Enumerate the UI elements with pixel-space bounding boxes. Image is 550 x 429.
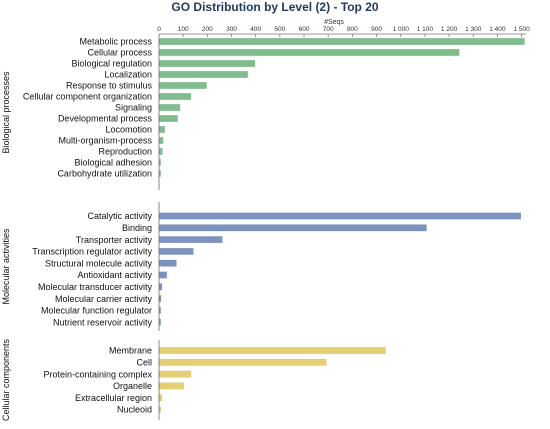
x-axis-label: #Seqs bbox=[324, 19, 344, 26]
bar bbox=[159, 382, 184, 390]
bar bbox=[159, 236, 223, 244]
category-label: Catalytic activity bbox=[87, 211, 152, 221]
x-tick-label: 600 bbox=[299, 26, 310, 33]
category-label: Locomotion bbox=[105, 125, 152, 135]
group-label: Molecular activities bbox=[1, 228, 11, 305]
category-label: Cellular component organization bbox=[23, 92, 152, 102]
category-label: Protein-containing complex bbox=[43, 369, 152, 379]
group-cellular-components: Cellular components Membrane CellProtein-c… bbox=[1, 338, 386, 421]
bar bbox=[159, 170, 161, 177]
category-label: Transporter activity bbox=[76, 235, 153, 245]
bar bbox=[159, 93, 192, 100]
category-label: Organelle bbox=[113, 381, 152, 391]
category-label: Molecular carrier activity bbox=[55, 294, 153, 304]
bar bbox=[159, 49, 460, 56]
bar bbox=[159, 38, 525, 45]
category-label: Response to stimulus bbox=[66, 81, 153, 91]
category-label: Extracellular region bbox=[75, 393, 152, 403]
x-tick-label: 700 bbox=[323, 26, 334, 33]
bar bbox=[159, 370, 192, 378]
x-tick-label: 1 200 bbox=[441, 26, 458, 33]
category-label: Metabolic process bbox=[79, 37, 152, 47]
bar bbox=[159, 137, 164, 144]
x-tick-label: 800 bbox=[347, 26, 358, 33]
x-tick-label: 100 bbox=[178, 26, 189, 33]
x-tick-label: 1 500 bbox=[513, 26, 530, 33]
category-label: Molecular transducer activity bbox=[38, 282, 153, 292]
bar bbox=[159, 347, 386, 354]
category-label: Transcription regulator activity bbox=[32, 247, 152, 257]
bar bbox=[159, 115, 178, 122]
x-tick-label: 400 bbox=[250, 26, 261, 33]
bar bbox=[159, 126, 166, 133]
category-label: Cellular process bbox=[87, 48, 152, 58]
category-label: Reproduction bbox=[98, 147, 152, 157]
bar bbox=[159, 212, 522, 220]
category-label: Molecular function regulator bbox=[41, 306, 152, 316]
category-label: Developmental process bbox=[58, 114, 153, 124]
x-tick-label: 500 bbox=[274, 26, 285, 33]
bar bbox=[159, 295, 162, 303]
bar bbox=[159, 148, 163, 155]
bar bbox=[159, 71, 248, 78]
bar bbox=[159, 82, 207, 89]
category-label: Membrane bbox=[109, 346, 152, 356]
category-label: Signaling bbox=[115, 103, 152, 113]
bar bbox=[159, 159, 161, 166]
category-label: Binding bbox=[122, 223, 152, 233]
group-molecular-activities: Molecular activities Catalytic activity Bi… bbox=[1, 202, 522, 331]
bar bbox=[159, 394, 163, 402]
x-tick-label: 300 bbox=[226, 26, 237, 33]
category-label: Biological adhesion bbox=[74, 158, 152, 168]
category-label: Multi-organism-process bbox=[58, 136, 152, 146]
category-label: Structural molecule activity bbox=[45, 258, 153, 268]
group-label: Biological processes bbox=[1, 71, 11, 154]
bar bbox=[159, 406, 161, 413]
category-label: Localization bbox=[104, 70, 152, 80]
x-tick-label: 900 bbox=[371, 26, 382, 33]
category-label: Nutrient reservoir activity bbox=[53, 317, 153, 327]
category-label: Carbohydrate utilization bbox=[57, 169, 152, 179]
bar bbox=[159, 259, 177, 267]
x-tick-label: 1 100 bbox=[417, 26, 434, 33]
bar bbox=[159, 60, 256, 67]
group-label: Cellular components bbox=[1, 338, 11, 421]
chart-title: GO Distribution by Level (2) - Top 20 bbox=[171, 0, 378, 14]
category-label: Nucleoid bbox=[117, 405, 152, 415]
bar bbox=[159, 318, 161, 326]
bar bbox=[159, 283, 163, 291]
bar bbox=[159, 247, 194, 255]
bar bbox=[159, 104, 181, 111]
bar bbox=[159, 306, 161, 314]
category-label: Cell bbox=[136, 358, 152, 368]
bar bbox=[159, 224, 427, 232]
bar bbox=[159, 271, 167, 279]
x-axis: 0 100 200 300 400 500 600 700 800 900 1 000 1 100 1 … bbox=[157, 26, 530, 37]
x-tick-label: 1 000 bbox=[393, 26, 410, 33]
x-tick-label: 0 bbox=[157, 26, 161, 33]
x-tick-label: 200 bbox=[202, 26, 213, 33]
category-label: Antioxidant activity bbox=[77, 270, 152, 280]
x-tick-label: 1 400 bbox=[489, 26, 506, 33]
category-label: Biological regulation bbox=[71, 59, 152, 69]
x-tick-label: 1 300 bbox=[465, 26, 482, 33]
bar bbox=[159, 358, 327, 366]
